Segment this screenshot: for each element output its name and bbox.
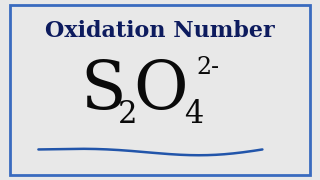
Text: O: O bbox=[133, 57, 188, 123]
Text: 4: 4 bbox=[184, 99, 203, 130]
Text: Oxidation Number: Oxidation Number bbox=[45, 20, 275, 42]
Text: 2-: 2- bbox=[197, 56, 220, 79]
Text: 2: 2 bbox=[118, 99, 137, 130]
Text: S: S bbox=[80, 57, 126, 123]
